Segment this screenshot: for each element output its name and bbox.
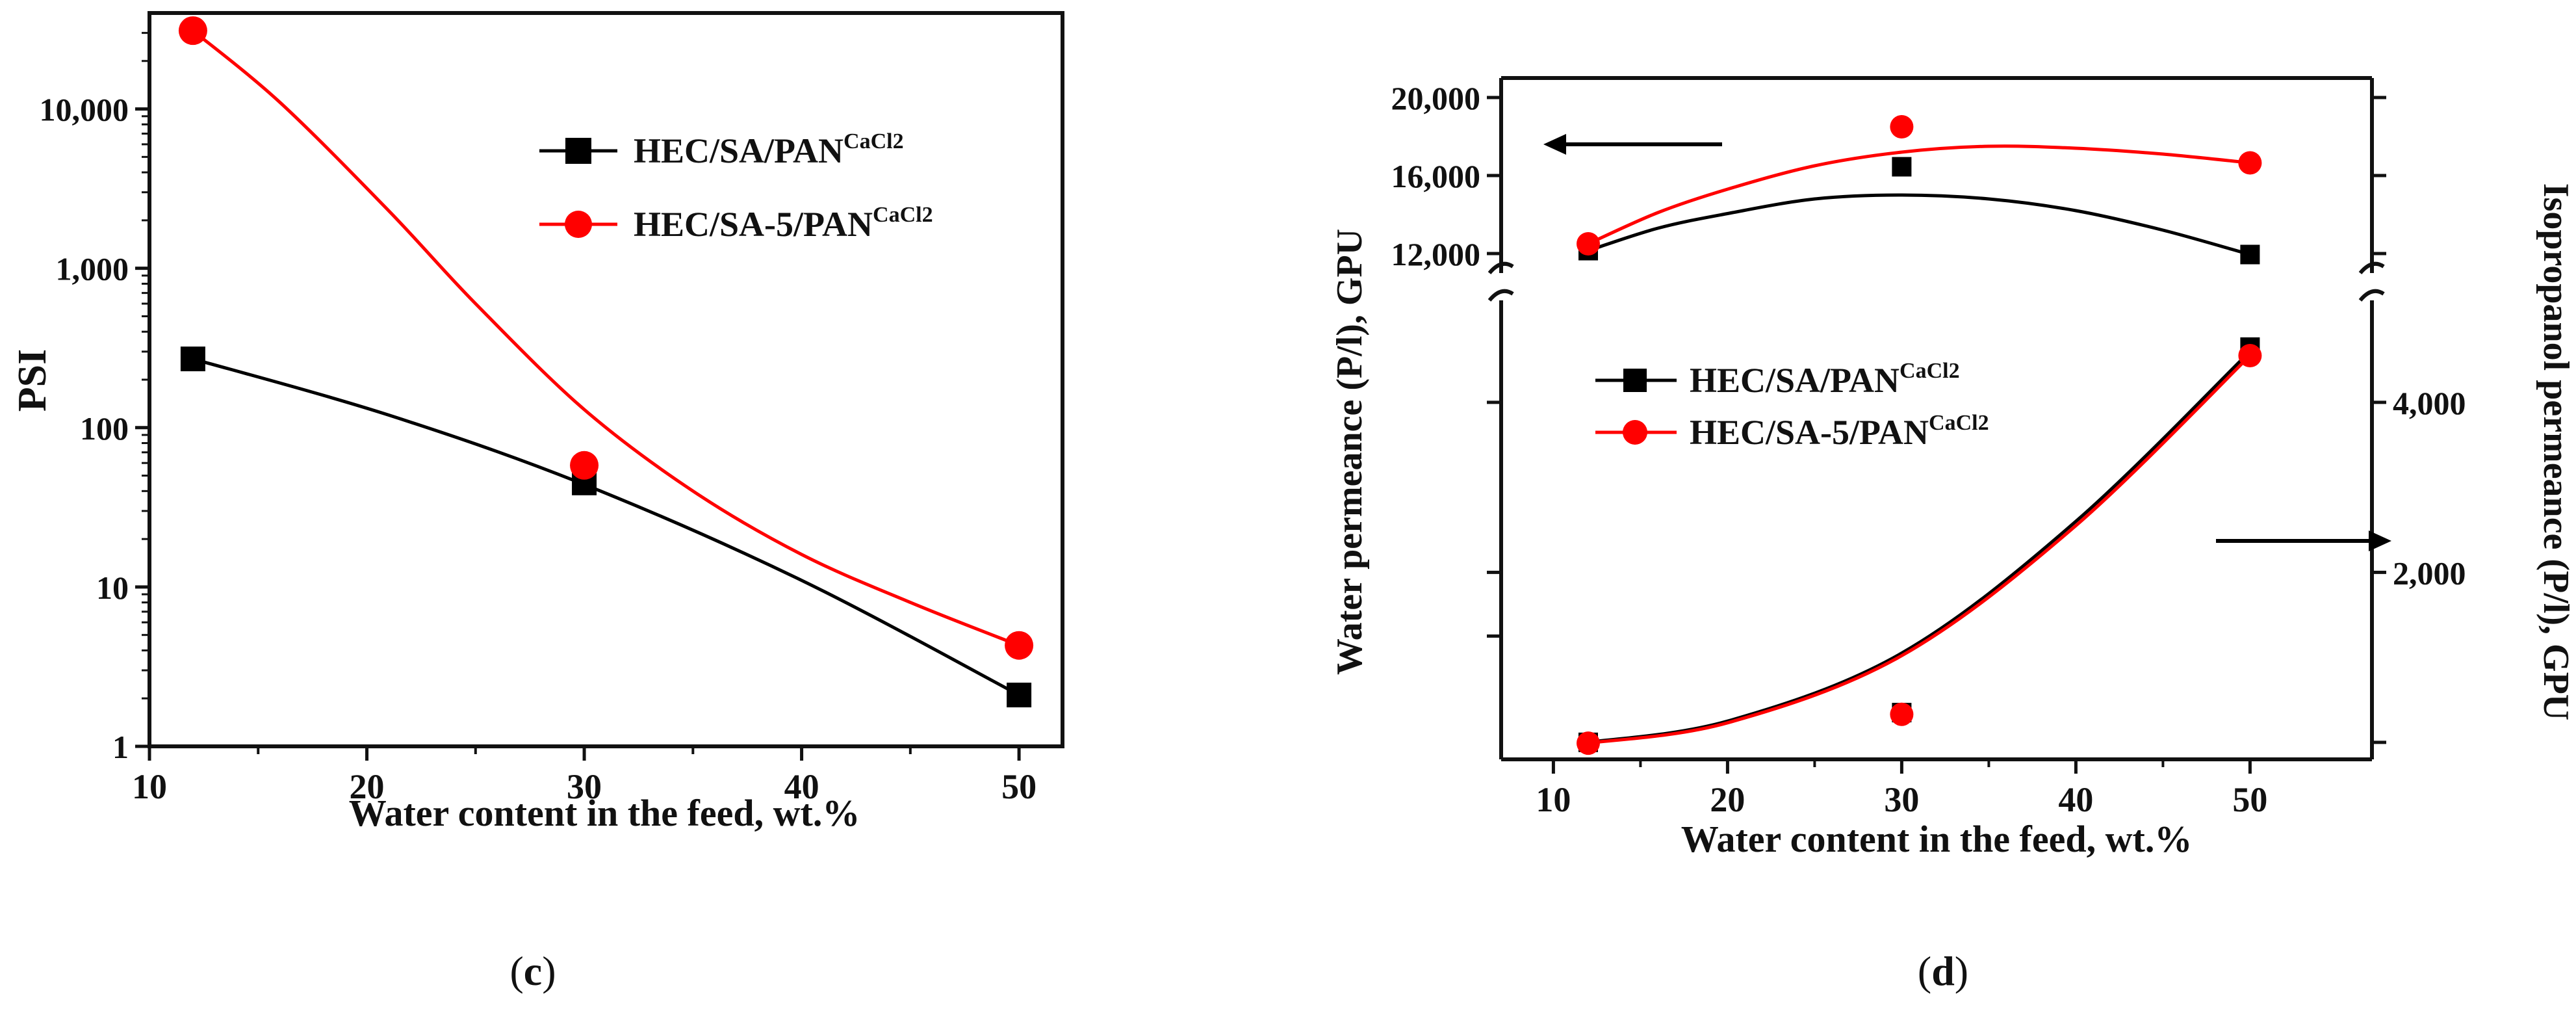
x-axis-title: Water content in the feed, wt.% <box>349 792 860 834</box>
x-tick-label: 30 <box>1884 780 1919 819</box>
legend-marker-square <box>1623 369 1647 392</box>
x-tick-label: 50 <box>2232 780 2267 819</box>
isopropanol-fit-line-series1 <box>1588 350 2252 744</box>
left-y-tick-label: 20,000 <box>1391 80 1481 116</box>
data-point-series1 <box>1007 683 1032 708</box>
y-axis-title-right: Isopropanol permeance (P/l), GPU <box>2536 183 2576 720</box>
right-y-tick-label: 2,000 <box>2393 555 2466 591</box>
data-point-series2 <box>570 451 599 480</box>
water-data-point-series1 <box>1892 157 1912 177</box>
y-tick-label: 1,000 <box>56 251 129 287</box>
legend-marker-circle <box>1623 420 1647 445</box>
isopropanol-data-point-series2 <box>2238 343 2262 367</box>
legend: HEC/SA/PANCaCl2 HEC/SA-5/PANCaCl2 <box>1595 359 1989 452</box>
right-y-tick-label: 4,000 <box>2393 385 2466 421</box>
legend-label-series1: HEC/SA/PANCaCl2 <box>1690 359 1960 400</box>
y-tick-label: 1 <box>112 729 129 765</box>
x-tick-label: 40 <box>784 767 819 806</box>
fit-line-series1 <box>192 357 1020 697</box>
x-tick-label: 40 <box>2058 780 2093 819</box>
panel-label-d: (d) <box>1918 948 1968 994</box>
x-tick-label: 50 <box>1001 767 1037 806</box>
left-y-tick-label: 16,000 <box>1391 158 1481 194</box>
legend-name: HEC/SA/PAN <box>634 131 844 170</box>
legend-sup: CaCl2 <box>1900 359 1960 383</box>
legend-label-series1: HEC/SA/PANCaCl2 <box>634 129 904 170</box>
x-tick-label: 30 <box>567 767 602 806</box>
y-axis-title-left: Water permeance (P/l), GPU <box>1330 229 1370 675</box>
legend-name: HEC/SA-5/PAN <box>634 205 873 244</box>
arrow-to-left-axis <box>1543 134 1722 155</box>
water-data-point-series2 <box>1577 232 1600 256</box>
fit-line-series2 <box>192 29 1020 648</box>
y-tick-label: 10 <box>96 570 129 606</box>
legend-sup: CaCl2 <box>844 129 904 153</box>
x-tick-label: 10 <box>1536 780 1571 819</box>
y-tick-label: 100 <box>80 410 129 447</box>
isopropanol-fit-line-series2 <box>1588 354 2252 745</box>
legend-marker-circle <box>565 211 592 238</box>
isopropanol-data-point-series2 <box>1577 731 1600 755</box>
legend-sup: CaCl2 <box>873 203 933 227</box>
left-y-tick-label: 12,000 <box>1391 236 1481 272</box>
data-point-series2 <box>178 16 207 46</box>
y-tick-label: 10,000 <box>40 92 129 128</box>
water-fit-line-series2 <box>1587 144 2250 246</box>
isopropanol-data-point-series2 <box>1890 702 1914 726</box>
legend: HEC/SA/PANCaCl2 HEC/SA-5/PANCaCl2 <box>539 129 933 244</box>
data-point-series2 <box>1005 631 1034 660</box>
x-tick-label: 20 <box>350 767 385 806</box>
left-axis-break <box>1488 261 1514 302</box>
y-axis-title: PSI <box>10 349 55 412</box>
arrow-to-right-axis <box>2216 531 2391 551</box>
legend-name: HEC/SA-5/PAN <box>1690 413 1929 452</box>
x-tick-label: 10 <box>132 767 167 806</box>
water-fit-line-series1 <box>1588 193 2251 256</box>
water-data-point-series1 <box>2240 244 2260 265</box>
x-axis-title: Water content in the feed, wt.% <box>1681 818 2193 860</box>
plot-frame <box>148 11 1064 748</box>
panel-label-c: (c) <box>509 948 556 994</box>
water-data-point-series2 <box>2238 151 2262 175</box>
water-data-point-series2 <box>1890 115 1914 138</box>
legend-label-series2: HEC/SA-5/PANCaCl2 <box>634 203 933 244</box>
x-tick-label: 20 <box>1710 780 1745 819</box>
right-axis-break <box>2358 261 2385 302</box>
legend-name: HEC/SA/PAN <box>1690 361 1900 400</box>
legend-label-series2: HEC/SA-5/PANCaCl2 <box>1690 411 1989 452</box>
legend-sup: CaCl2 <box>1929 411 1989 435</box>
data-point-series1 <box>180 347 205 372</box>
legend-marker-square <box>565 138 591 164</box>
panel-d-chart: 10 20 30 40 50 12,000 16,000 20,000 2,000 4,000… <box>1330 76 2576 994</box>
